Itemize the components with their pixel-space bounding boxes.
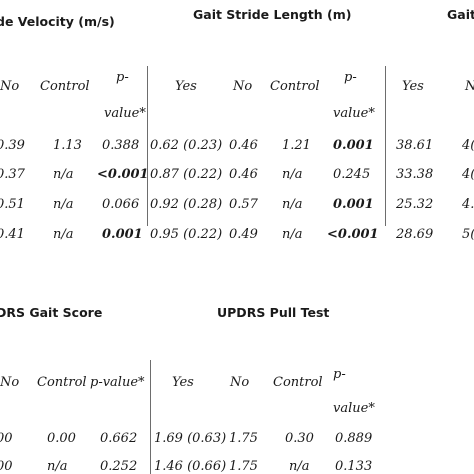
cell-control: n/a	[53, 197, 74, 212]
cell-no: 00	[0, 431, 13, 446]
col-label-no: No	[233, 79, 253, 94]
cell-p-value: 0.388	[102, 138, 140, 153]
cell-control: 0.00	[47, 431, 76, 446]
cell-p-value: 0.066	[102, 197, 140, 212]
cell-yes: 1.69 (0.63)	[154, 431, 227, 446]
cell-no: 0.46	[229, 138, 258, 153]
col-label-yes: Yes	[172, 375, 194, 390]
cell-yes: 1.46 (0.66)	[154, 459, 227, 474]
col-label-control: Control	[37, 375, 87, 390]
col-label-control: Control	[273, 375, 323, 390]
table-divider	[385, 66, 386, 226]
cell-control: n/a	[53, 227, 74, 242]
col-label-p: p-	[116, 70, 129, 85]
cell-yes: 0.92 (0.28)	[150, 197, 223, 212]
cell-yes: 33.38	[396, 167, 434, 182]
gait-velocity-header: de Velocity (m/s)	[0, 14, 115, 29]
cell-no: 0.49	[229, 227, 258, 242]
cell-p-value: 0.001	[333, 197, 374, 212]
cell-p-value: 0.245	[333, 167, 371, 182]
col-label-no: No	[0, 375, 20, 390]
cell-cut: 4.	[462, 197, 474, 212]
col-label-yes: Yes	[175, 79, 197, 94]
cell-no: 0.41	[0, 227, 25, 242]
cell-p-value: 0.252	[100, 459, 138, 474]
cell-control: n/a	[47, 459, 68, 474]
cell-yes: 28.69	[396, 227, 434, 242]
cell-no: 1.75	[229, 431, 258, 446]
cell-control: n/a	[289, 459, 310, 474]
cell-no: 0.57	[229, 197, 258, 212]
cell-no: 0.51	[0, 197, 25, 212]
col-label-p-value: value*	[104, 106, 146, 121]
cell-control: 0.30	[285, 431, 314, 446]
col-label-p-value: value*	[333, 401, 375, 416]
cell-cut: 5(	[462, 227, 474, 242]
cell-cut: 4(	[462, 167, 474, 182]
updrs-gait-score-header: DRS Gait Score	[0, 305, 103, 320]
gait-stride-length-header: Gait Stride Length (m)	[193, 7, 352, 22]
cell-yes: 25.32	[396, 197, 434, 212]
cell-p-value: 0.001	[102, 227, 143, 242]
cell-yes: 0.62 (0.23)	[150, 138, 223, 153]
cell-no: 00	[0, 459, 13, 474]
cell-control: n/a	[282, 167, 303, 182]
col-label-p: p-	[333, 367, 346, 382]
cell-p-value: 0.133	[335, 459, 373, 474]
cell-p-value: <0.001	[327, 227, 379, 242]
table-divider	[150, 360, 151, 474]
col-label-yes: Yes	[402, 79, 424, 94]
col-label-p: p-	[344, 70, 357, 85]
cell-control: 1.13	[53, 138, 82, 153]
cell-yes: 0.87 (0.22)	[150, 167, 223, 182]
cell-p-value: 0.662	[100, 431, 138, 446]
cell-yes: 0.95 (0.22)	[150, 227, 223, 242]
col-label-control: Control	[270, 79, 320, 94]
cell-yes: 38.61	[396, 138, 434, 153]
cell-no: 0.46	[229, 167, 258, 182]
table-divider	[147, 66, 148, 226]
cell-cut: 4(	[462, 138, 474, 153]
cell-no: 0.39	[0, 138, 25, 153]
col-label-no: No	[0, 79, 20, 94]
cell-control: n/a	[53, 167, 74, 182]
cell-p-value: <0.001	[97, 167, 149, 182]
col-label-p-value: p-value*	[90, 375, 145, 390]
cell-control: 1.21	[282, 138, 311, 153]
cell-no: 1.75	[229, 459, 258, 474]
col-label-no: No	[230, 375, 250, 390]
cell-p-value: 0.001	[333, 138, 374, 153]
cell-control: n/a	[282, 197, 303, 212]
cell-no: 0.37	[0, 167, 25, 182]
gait-cut-header: Gait	[447, 7, 474, 22]
col-label-cut: N	[465, 80, 474, 93]
updrs-pull-test-header: UPDRS Pull Test	[217, 305, 330, 320]
col-label-p-value: value*	[333, 106, 375, 121]
cell-control: n/a	[282, 227, 303, 242]
col-label-control: Control	[40, 79, 90, 94]
cell-p-value: 0.889	[335, 431, 373, 446]
